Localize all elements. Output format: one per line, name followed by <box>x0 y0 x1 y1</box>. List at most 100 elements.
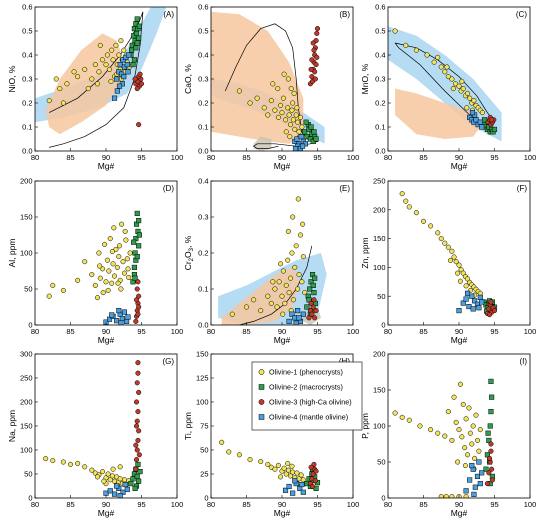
y-tick-label: 300 <box>20 350 33 359</box>
y-tick-label: 200 <box>373 350 386 359</box>
data-point-square <box>136 218 142 224</box>
panel-e: 80 85 90 95 100 0.0 0.1 0.2 0.3 0.4 Mg# Cr2O3, % (E) <box>183 177 359 345</box>
y-tick-label: 100 <box>196 398 209 407</box>
data-point-circle <box>479 110 485 116</box>
data-point-circle <box>103 62 109 68</box>
panel-letter: (F) <box>517 184 528 193</box>
data-point-circle <box>308 300 314 306</box>
data-point-circle <box>472 455 478 461</box>
data-point-square <box>485 430 491 436</box>
data-point-circle <box>313 62 319 68</box>
data-point-circle <box>435 430 441 436</box>
data-point-square <box>488 409 494 415</box>
y-axis-label: CaO, % <box>183 64 193 94</box>
data-point-circle <box>312 76 318 82</box>
data-point-circle <box>82 259 88 265</box>
x-tick-label: 80 <box>207 327 215 336</box>
x-axis-label: Mg# <box>274 161 291 171</box>
x-tick-label: 95 <box>313 500 321 509</box>
data-point-circle <box>103 279 109 285</box>
data-point-square <box>109 312 115 318</box>
y-axis-label: Al, ppm <box>7 239 17 268</box>
y-tick-label: 150 <box>20 213 33 222</box>
y-tick-label: 0.0 <box>198 321 208 330</box>
x-tick-label: 80 <box>384 153 392 162</box>
data-point-circle <box>268 98 274 104</box>
data-point-circle <box>406 204 412 210</box>
data-point-square <box>298 134 304 140</box>
y-tick-label: 0.3 <box>198 75 208 84</box>
data-point-circle <box>251 297 257 303</box>
data-point-square <box>117 493 123 498</box>
data-point-circle <box>290 214 296 220</box>
data-point-circle <box>435 230 441 236</box>
y-tick-label: 75 <box>200 422 208 431</box>
data-point-circle <box>449 76 455 82</box>
data-point-circle <box>457 381 463 387</box>
data-point-square <box>136 232 142 238</box>
data-point-circle <box>466 405 472 411</box>
data-point-circle <box>464 105 470 111</box>
data-point-circle <box>399 191 405 197</box>
data-point-square <box>479 124 485 130</box>
y-tick-label: 50 <box>200 446 208 455</box>
data-point-circle <box>488 448 494 454</box>
data-point-square <box>283 487 289 493</box>
panel-c: 80 85 90 95 100 0.0 0.1 0.2 0.3 0.4 0.5 0.6 Mg# MnO, … <box>360 3 536 171</box>
data-point-circle <box>280 311 286 317</box>
data-point-circle <box>293 243 299 249</box>
data-point-circle <box>117 464 123 470</box>
data-point-circle <box>116 243 123 249</box>
data-point-circle <box>417 423 423 429</box>
data-point-circle <box>309 483 316 490</box>
data-point-square <box>130 62 136 68</box>
y-axis-label: NiO, % <box>7 65 17 92</box>
x-tick-label: 90 <box>278 153 286 162</box>
data-point-circle <box>135 437 141 443</box>
data-point-circle <box>283 129 289 135</box>
data-point-square <box>103 490 109 496</box>
data-point-square <box>292 478 298 484</box>
data-point-square <box>300 143 306 149</box>
data-point-square <box>295 308 301 314</box>
data-point-circle <box>60 459 66 465</box>
y-tick-label: 0.0 <box>375 147 385 156</box>
data-point-circle <box>457 278 463 284</box>
data-point-circle <box>283 117 289 123</box>
data-point-circle <box>444 64 450 70</box>
y-tick-label: 0 <box>381 321 385 330</box>
x-tick-label: 95 <box>490 153 498 162</box>
data-point-square <box>471 491 477 497</box>
x-tick-label: 80 <box>31 500 39 509</box>
y-tick-label: 125 <box>196 374 209 383</box>
y-tick-label: 50 <box>377 292 385 301</box>
data-point-circle <box>285 467 291 473</box>
data-point-circle <box>274 304 280 310</box>
plot-area <box>218 196 327 325</box>
data-point-circle <box>403 198 409 204</box>
data-point-circle <box>75 74 81 80</box>
data-point-circle <box>403 42 409 48</box>
x-tick-label: 90 <box>278 500 286 509</box>
data-point-square <box>111 491 118 497</box>
data-point-circle <box>285 460 291 466</box>
data-point-circle <box>280 268 286 274</box>
data-point-circle <box>463 283 469 289</box>
data-point-circle <box>121 47 127 53</box>
data-point-square <box>491 126 498 132</box>
x-axis-label: Mg# <box>98 161 115 171</box>
data-point-circle <box>276 279 282 285</box>
data-point-square <box>135 461 141 467</box>
data-point-circle <box>442 69 448 75</box>
x-tick-label: 95 <box>313 153 321 162</box>
y-tick-label: 0.2 <box>375 99 385 108</box>
data-point-circle <box>43 456 49 462</box>
x-axis-label: Mg# <box>98 508 115 518</box>
data-point-circle <box>133 423 140 429</box>
data-point-circle <box>226 449 232 455</box>
data-point-circle <box>306 315 312 321</box>
data-point-circle <box>107 236 113 242</box>
data-point-circle <box>135 279 141 285</box>
data-point-circle <box>309 74 315 80</box>
data-point-circle <box>100 290 106 296</box>
